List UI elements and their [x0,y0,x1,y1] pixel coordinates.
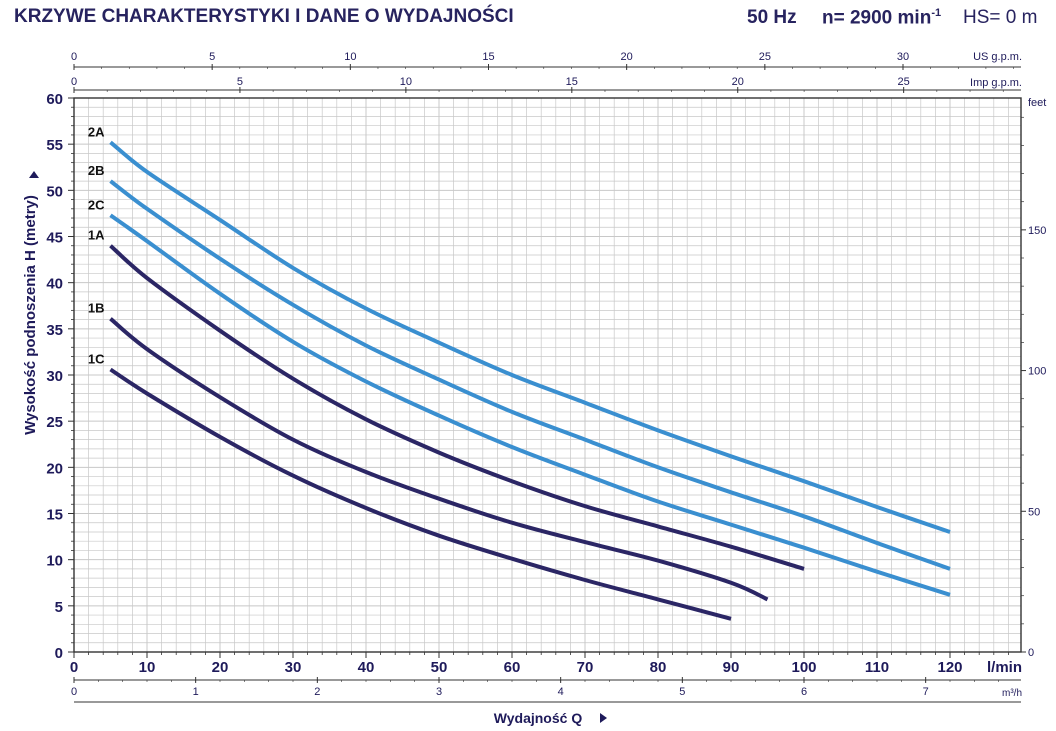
us-gpm-tick-label: 10 [344,51,356,63]
imp-gpm-tick-label: 15 [566,76,578,88]
imp-gpm-unit-label: Imp g.p.m. [970,77,1022,89]
us-gpm-tick-label: 20 [621,51,633,63]
frequency-label: 50 Hz [747,7,797,28]
page-title: KRZYWE CHARAKTERYSTYKI I DANE O WYDAJNOŚ… [14,6,514,27]
us-gpm-tick-label: 15 [482,51,494,63]
y-tick-label: 35 [46,322,63,339]
y-tick-label: 0 [55,645,63,662]
y-tick-label: 20 [46,460,63,477]
us-gpm-tick-label: 30 [897,51,909,63]
x-axis-title-arrow-icon [600,713,607,723]
x-tick-label: 90 [723,659,740,676]
series-label-2a: 2A [88,124,105,139]
imp-gpm-tick-label: 5 [237,76,243,88]
y-axis-title-arrow-icon [29,171,39,178]
imp-gpm-tick-label: 0 [71,76,77,88]
us-gpm-tick-label: 5 [209,51,215,63]
series-label-1c: 1C [88,351,105,366]
series-label-1b: 1B [88,301,105,316]
x-tick-label: 80 [650,659,667,676]
y-tick-label: 10 [46,553,63,570]
m3h-tick-label: 4 [558,686,564,698]
m3h-tick-label: 7 [923,686,929,698]
m3h-tick-label: 6 [801,686,807,698]
x-tick-label: 40 [358,659,375,676]
y-tick-label: 60 [46,91,63,108]
feet-unit-label: feet [1028,97,1046,109]
x-tick-label: 30 [285,659,302,676]
x-axis-title: Wydajność Q [494,710,583,726]
speed-exponent: -1 [931,7,942,19]
x-tick-label: 50 [431,659,448,676]
series-line-2b [109,179,951,571]
x-tick-label: 120 [937,659,962,676]
y-tick-label: 15 [46,507,63,524]
us-gpm-tick-label: 0 [71,51,77,63]
feet-tick-label: 50 [1028,506,1040,518]
m3h-tick-label: 1 [193,686,199,698]
imp-gpm-tick-label: 20 [732,76,744,88]
y-tick-label: 25 [46,414,63,431]
m3h-tick-label: 5 [679,686,685,698]
imp-gpm-tick-label: 25 [898,76,910,88]
m3h-tick-label: 0 [71,686,77,698]
feet-tick-label: 0 [1028,647,1034,659]
m3h-tick-label: 2 [314,686,320,698]
y-tick-label: 50 [46,183,63,200]
x-tick-label: 10 [139,659,156,676]
y-tick-label: 45 [46,230,63,247]
series-label-1a: 1A [88,228,105,243]
series-line-1a [109,244,805,571]
x-tick-label: 70 [577,659,594,676]
us-gpm-unit-label: US g.p.m. [973,51,1022,63]
x-unit-label: l/min [987,659,1022,676]
y-tick-label: 40 [46,276,63,293]
series-line-1c [109,367,732,621]
series-line-2a [109,140,951,534]
series-label-2b: 2B [88,163,105,178]
x-tick-label: 110 [865,659,889,676]
speed-value: n= 2900 min [822,7,932,29]
x-tick-label: 20 [212,659,229,676]
x-tick-label: 60 [504,659,521,676]
us-gpm-tick-label: 25 [759,51,771,63]
series-line-1b [109,317,769,602]
y-tick-label: 55 [46,137,63,154]
feet-tick-label: 100 [1028,366,1046,378]
speed-label: n= 2900 min-1 [822,7,941,29]
m3h-unit-label: m³/h [1002,688,1022,699]
y-tick-label: 30 [46,368,63,385]
series-line-2c [109,213,951,597]
x-tick-label: 100 [791,659,816,676]
feet-tick-label: 150 [1028,225,1046,237]
imp-gpm-tick-label: 10 [400,76,412,88]
x-tick-label: 0 [70,659,78,676]
hs-label: HS= 0 m [963,7,1038,28]
y-tick-label: 5 [55,599,63,616]
y-axis-title: Wysokość podnoszenia H (metry) [22,195,39,435]
m3h-tick-label: 3 [436,686,442,698]
series-label-2c: 2C [88,197,105,212]
